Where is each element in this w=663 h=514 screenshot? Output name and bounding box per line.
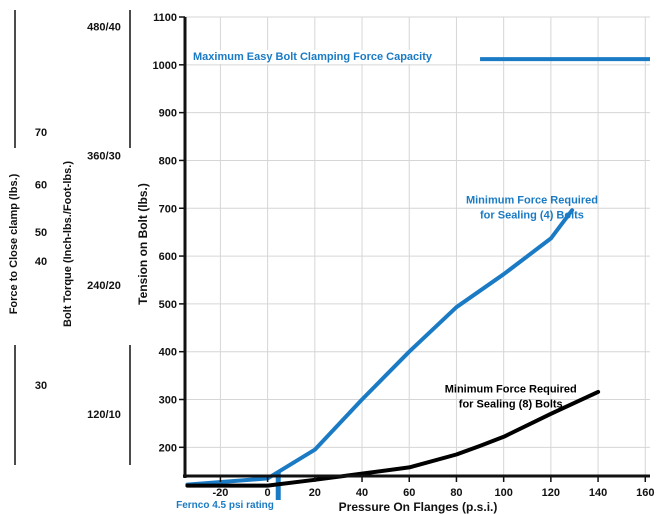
y-tick-label: 400 (159, 347, 177, 359)
bolt-torque-tick-label: 120/10 (87, 409, 121, 421)
annotation-4-bolts: Minimum Force Required for Sealing (4) Bo… (466, 194, 598, 221)
bolt-torque-axis-label: Bolt Torque (Inch-lbs./Foot-lbs.) (62, 161, 74, 327)
y-tick-label: 700 (159, 203, 177, 215)
x-tick-label: 140 (589, 487, 607, 499)
x-tick-labels: -20 0 20 40 60 80 100 120 140 160 (212, 487, 654, 499)
y-tick-label: 200 (159, 442, 177, 454)
annotations: Minimum Force Required for Sealing (4) Bo… (191, 50, 598, 410)
series-lines (185, 208, 601, 488)
force-to-close-axis-label: Force to Close clamp (lbs.) (8, 173, 20, 314)
fernco-rating-label: Fernco 4.5 psi rating (176, 500, 274, 511)
annotation-line: for Sealing (4) Bolts (480, 209, 584, 221)
y-tick-label: 500 (159, 299, 177, 311)
force-to-close-tick-label: 30 (35, 380, 47, 392)
x-tick-label: 40 (356, 487, 368, 499)
annotation-background (191, 50, 435, 65)
x-tick-label: 0 (265, 487, 271, 499)
force-to-close-tick-label: 50 (35, 227, 47, 239)
secondary-axes: Bolt Torque (Inch-lbs./Foot-lbs.) 480/40 3… (8, 10, 131, 465)
y-tick-label: 800 (159, 155, 177, 167)
x-tick-label: -20 (212, 487, 228, 499)
bolt-torque-tick-label: 240/20 (87, 280, 121, 292)
x-tick-label: 60 (403, 487, 415, 499)
series-line-4-bolts (185, 208, 575, 487)
y-tick-labels: 200 300 400 500 600 700 800 900 1000 1100 (153, 12, 177, 454)
force-to-close-tick-label: 60 (35, 179, 47, 191)
annotation-max-capacity: Maximum Easy Bolt Clamping Force Capacit… (193, 51, 433, 63)
y-axis-label-tension: Tension on Bolt (lbs.) (136, 183, 150, 305)
bolt-torque-tick-label: 360/30 (87, 151, 121, 163)
x-tick-label: 20 (309, 487, 321, 499)
force-to-close-tick-label: 70 (35, 127, 47, 139)
x-tick-label: 120 (542, 487, 560, 499)
x-tick-label: 100 (494, 487, 512, 499)
series-line-8-bolts (185, 389, 601, 488)
annotation-line: Minimum Force Required (445, 383, 577, 395)
y-tick-label: 300 (159, 395, 177, 407)
bolt-torque-tick-label: 480/40 (87, 22, 121, 34)
y-tick-label: 900 (159, 108, 177, 120)
axes (179, 16, 650, 482)
annotation-line: for Sealing (8) Bolts (459, 398, 563, 410)
x-axis-label: Pressure On Flanges (p.s.i.) (339, 500, 498, 514)
y-tick-label: 600 (159, 251, 177, 263)
reference-lines (275, 57, 650, 500)
y-tick-label: 1000 (153, 60, 177, 72)
annotation-8-bolts: Minimum Force Required for Sealing (8) Bo… (445, 383, 577, 410)
annotation-line: Minimum Force Required (466, 194, 598, 206)
y-tick-label: 1100 (153, 12, 177, 24)
x-tick-label: 160 (636, 487, 654, 499)
x-tick-label: 80 (450, 487, 462, 499)
annotation-line: Maximum Easy Bolt Clamping Force Capacit… (193, 51, 433, 63)
grid (185, 16, 650, 476)
force-to-close-tick-label: 40 (35, 256, 47, 268)
